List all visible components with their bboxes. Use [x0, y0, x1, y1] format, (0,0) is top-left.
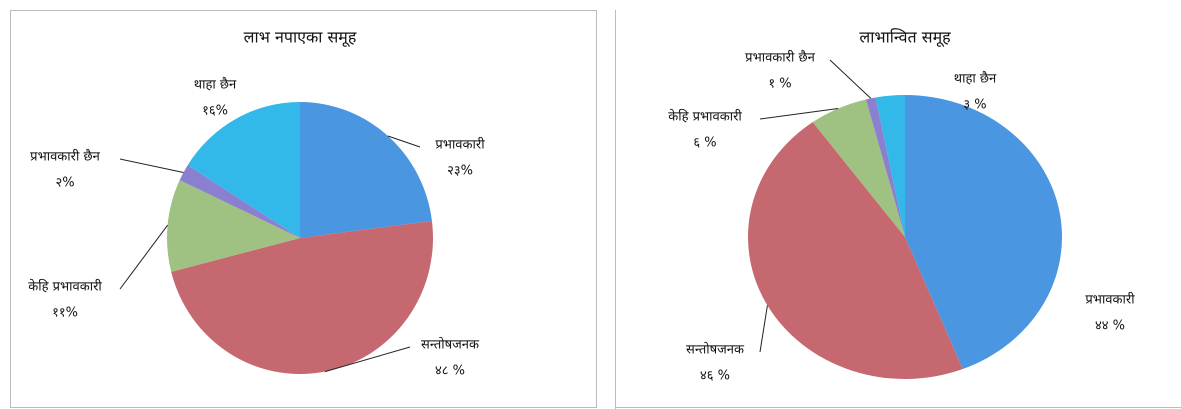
slice-label: प्रभावकारी छैन: [30, 149, 100, 165]
slice-value-label: २३%: [447, 164, 473, 179]
pie-slice: [748, 122, 963, 380]
leader-line: [324, 346, 411, 373]
slice-value-label: १६%: [202, 104, 228, 119]
leader-line: [119, 224, 168, 290]
leader-line: [829, 59, 872, 99]
pie-slice: [905, 95, 1062, 370]
slice-label: प्रभावकारी छैन: [745, 50, 815, 66]
leader-line: [119, 158, 184, 173]
slice-label: केहि प्रभावकारी: [668, 109, 742, 125]
slice-label: केहि प्रभावकारी: [28, 279, 102, 295]
slice-value-label: ४६ %: [700, 369, 730, 384]
slice-label: प्रभावकारी: [1085, 292, 1135, 308]
leader-line: [759, 108, 839, 120]
chart-title: लाभान्वित समूह: [859, 28, 951, 48]
slice-label: सन्तोषजनक: [686, 342, 745, 358]
slice-value-label: ११%: [52, 306, 78, 321]
panel-border: [10, 10, 597, 408]
slice-value-label: २%: [55, 176, 74, 191]
slice-value-label: ३ %: [963, 98, 986, 113]
leader-line: [759, 305, 768, 353]
chart-title: लाभ नपाएका समूह: [244, 28, 357, 48]
slice-label: प्रभावकारी: [435, 137, 485, 153]
slice-value-label: ६ %: [693, 136, 716, 151]
slice-value-label: ४४ %: [1095, 319, 1125, 334]
slice-label: थाहा छैन: [194, 77, 237, 93]
slice-label: सन्तोषजनक: [421, 337, 480, 353]
pie-slice: [179, 165, 300, 238]
pie-slice: [167, 180, 300, 272]
slice-label: थाहा छैन: [954, 71, 997, 87]
slice-value-label: ४८ %: [435, 364, 465, 379]
pie-slice: [187, 102, 300, 238]
pie-slice: [300, 102, 432, 238]
pie-slice: [171, 220, 433, 375]
pie-slice: [812, 99, 905, 238]
pie-slice: [875, 95, 905, 237]
slice-value-label: १ %: [768, 77, 791, 92]
pie-slice: [865, 97, 905, 237]
leader-line: [387, 135, 421, 148]
